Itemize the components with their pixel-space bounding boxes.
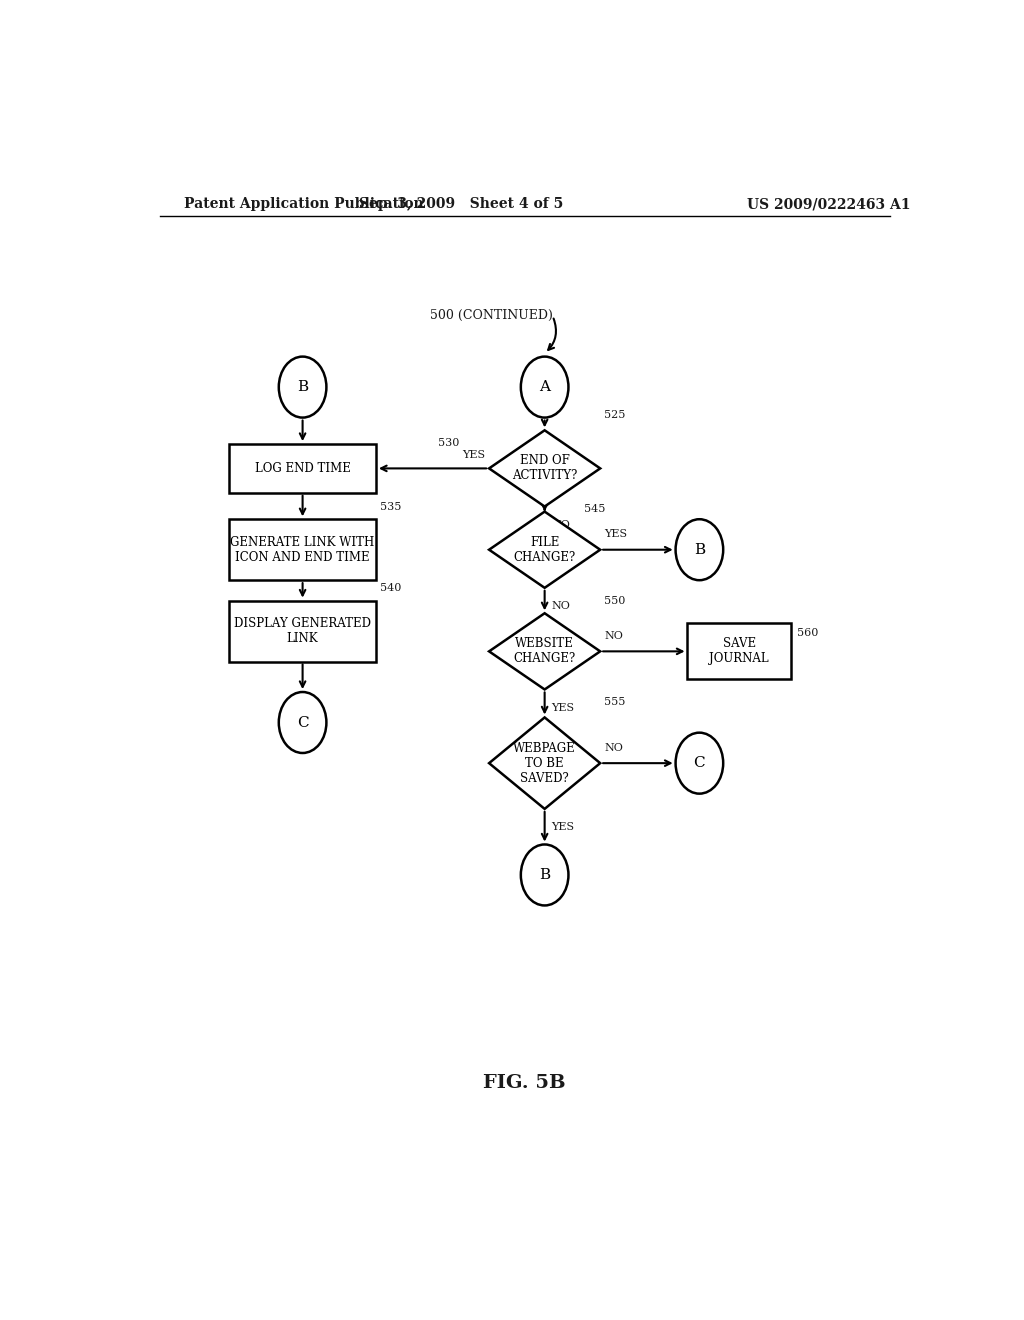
Text: 525: 525 xyxy=(604,411,626,420)
Text: C: C xyxy=(693,756,706,770)
Text: Sep. 3, 2009   Sheet 4 of 5: Sep. 3, 2009 Sheet 4 of 5 xyxy=(359,197,563,211)
Text: YES: YES xyxy=(604,529,628,540)
Text: US 2009/0222463 A1: US 2009/0222463 A1 xyxy=(748,197,910,211)
Text: LOG END TIME: LOG END TIME xyxy=(255,462,350,475)
Polygon shape xyxy=(489,512,600,587)
Text: B: B xyxy=(539,869,550,882)
Text: YES: YES xyxy=(551,822,574,832)
Text: C: C xyxy=(297,715,308,730)
Text: 560: 560 xyxy=(797,628,818,638)
Text: YES: YES xyxy=(551,702,574,713)
Text: 555: 555 xyxy=(604,697,626,708)
Polygon shape xyxy=(489,614,600,689)
Text: WEBSITE
CHANGE?: WEBSITE CHANGE? xyxy=(513,638,575,665)
Text: NO: NO xyxy=(604,743,623,752)
Text: NO: NO xyxy=(604,631,623,642)
FancyBboxPatch shape xyxy=(229,519,376,581)
Text: SAVE
JOURNAL: SAVE JOURNAL xyxy=(710,638,769,665)
Text: GENERATE LINK WITH
ICON AND END TIME: GENERATE LINK WITH ICON AND END TIME xyxy=(230,536,375,564)
Text: 500 (CONTINUED): 500 (CONTINUED) xyxy=(430,309,552,322)
Text: FIG. 5B: FIG. 5B xyxy=(483,1074,566,1093)
Text: YES: YES xyxy=(462,450,485,461)
Text: 545: 545 xyxy=(585,504,605,513)
Text: A: A xyxy=(540,380,550,395)
Text: NO: NO xyxy=(551,601,570,611)
Text: 540: 540 xyxy=(380,583,401,593)
Text: END OF
ACTIVITY?: END OF ACTIVITY? xyxy=(512,454,578,482)
Text: 535: 535 xyxy=(380,502,401,512)
Text: WEBPAGE
TO BE
SAVED?: WEBPAGE TO BE SAVED? xyxy=(513,742,577,784)
FancyBboxPatch shape xyxy=(229,444,376,492)
Polygon shape xyxy=(489,430,600,507)
Text: Patent Application Publication: Patent Application Publication xyxy=(183,197,423,211)
Text: 530: 530 xyxy=(437,438,459,447)
Text: 550: 550 xyxy=(604,597,626,606)
Text: FILE
CHANGE?: FILE CHANGE? xyxy=(513,536,575,564)
Text: B: B xyxy=(297,380,308,395)
Text: DISPLAY GENERATED
LINK: DISPLAY GENERATED LINK xyxy=(234,616,371,645)
Text: NO: NO xyxy=(551,520,570,529)
Polygon shape xyxy=(489,718,600,809)
FancyBboxPatch shape xyxy=(229,601,376,661)
Text: B: B xyxy=(694,543,705,557)
FancyBboxPatch shape xyxy=(687,623,791,680)
